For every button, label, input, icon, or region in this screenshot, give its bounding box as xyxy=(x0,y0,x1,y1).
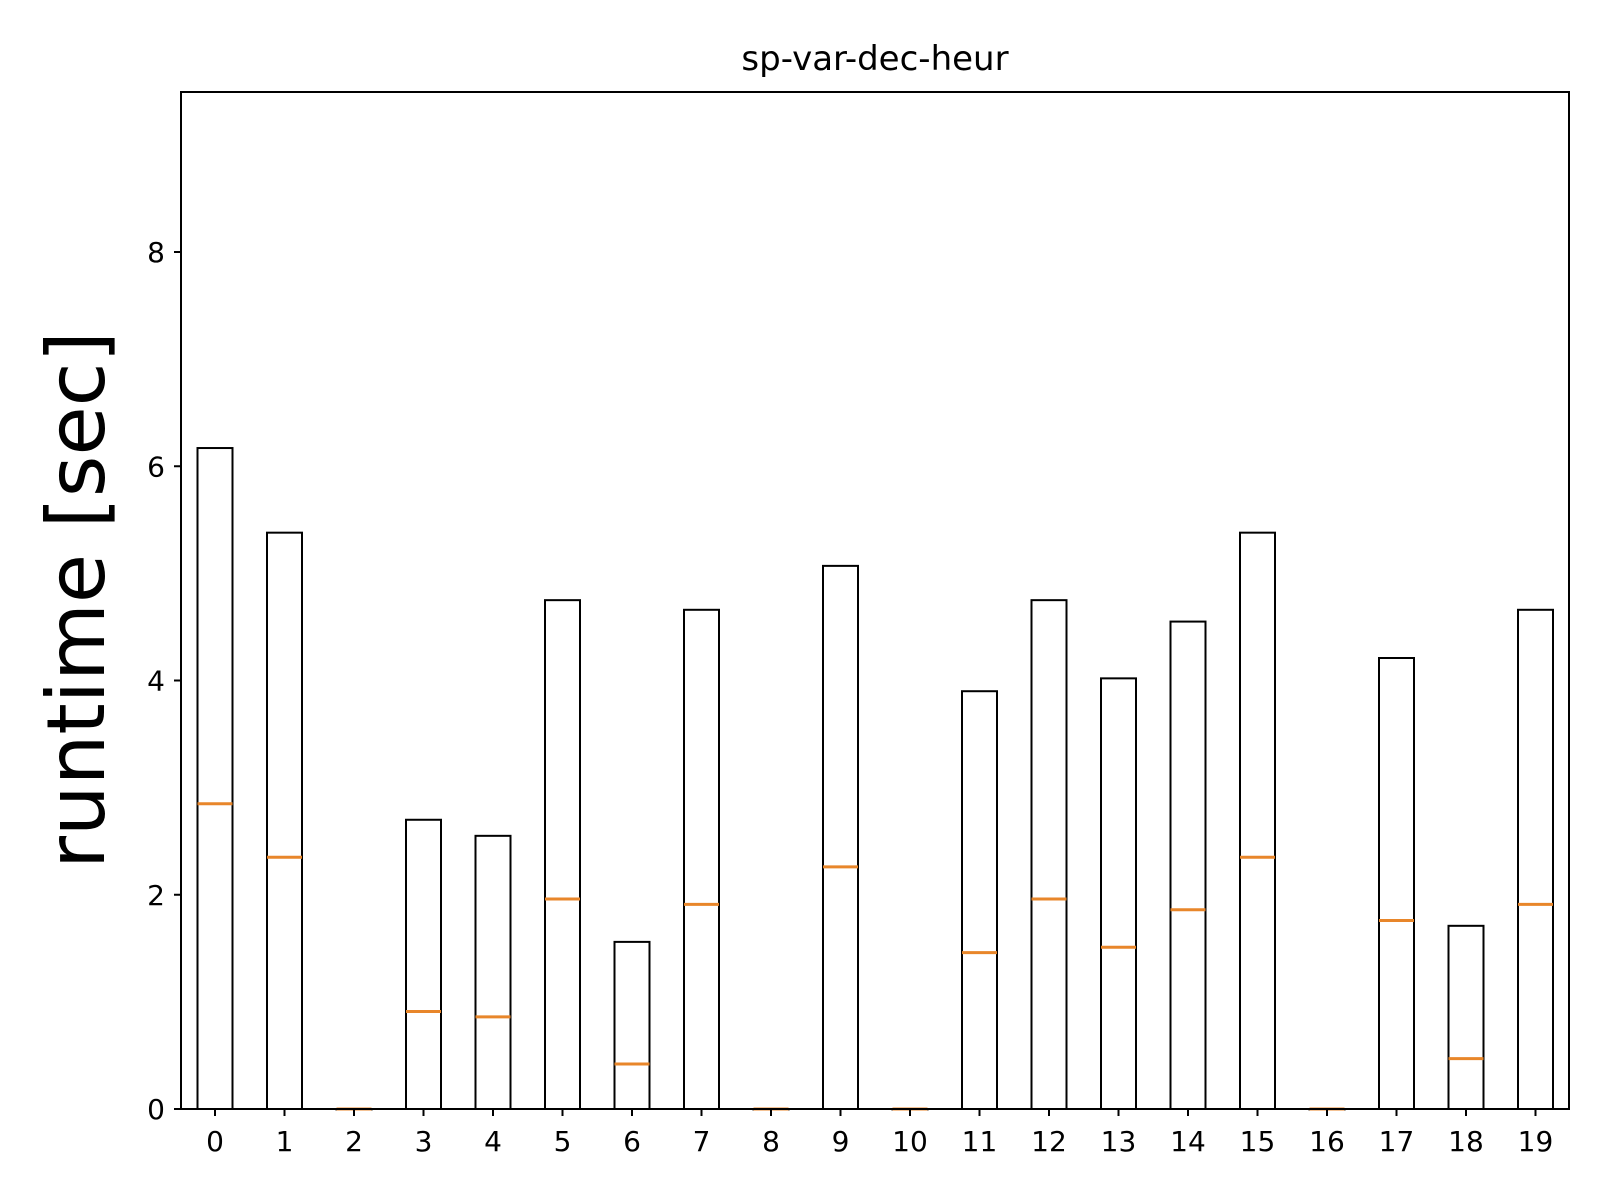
y-tick-label-8: 8 xyxy=(147,236,165,269)
y-tick-label-4: 4 xyxy=(147,665,165,698)
x-tick-label-1: 1 xyxy=(276,1125,294,1158)
y-tick-label-6: 6 xyxy=(147,450,165,483)
x-tick-label-2: 2 xyxy=(345,1125,363,1158)
x-tick-label-10: 10 xyxy=(892,1125,928,1158)
x-tick-label-8: 8 xyxy=(762,1125,780,1158)
x-tick-label-11: 11 xyxy=(962,1125,998,1158)
x-tick-label-6: 6 xyxy=(623,1125,641,1158)
y-axis: 0 2 4 6 8 xyxy=(147,236,181,1126)
x-tick-label-4: 4 xyxy=(484,1125,502,1158)
y-tick-label-2: 2 xyxy=(147,879,165,912)
x-axis: 0 1 2 3 4 5 6 7 8 9 10 11 12 13 14 15 16 17 18 19 xyxy=(206,1109,1553,1158)
x-tick-label-5: 5 xyxy=(554,1125,572,1158)
x-tick-label-13: 13 xyxy=(1101,1125,1137,1158)
x-tick-label-19: 19 xyxy=(1518,1125,1554,1158)
x-tick-label-16: 16 xyxy=(1309,1125,1345,1158)
x-tick-label-15: 15 xyxy=(1240,1125,1276,1158)
chart-title: sp-var-dec-heur xyxy=(741,39,1008,79)
y-tick-label-0: 0 xyxy=(147,1093,165,1126)
x-tick-label-12: 12 xyxy=(1031,1125,1067,1158)
x-tick-label-7: 7 xyxy=(693,1125,711,1158)
plot-area xyxy=(181,92,1569,1109)
plot-frame xyxy=(180,91,1570,1110)
x-tick-label-0: 0 xyxy=(206,1125,224,1158)
x-tick-label-18: 18 xyxy=(1448,1125,1484,1158)
x-tick-label-14: 14 xyxy=(1170,1125,1206,1158)
x-tick-label-17: 17 xyxy=(1379,1125,1415,1158)
x-tick-label-3: 3 xyxy=(415,1125,433,1158)
y-axis-label: runtime [sec] xyxy=(30,331,123,869)
x-tick-label-9: 9 xyxy=(832,1125,850,1158)
